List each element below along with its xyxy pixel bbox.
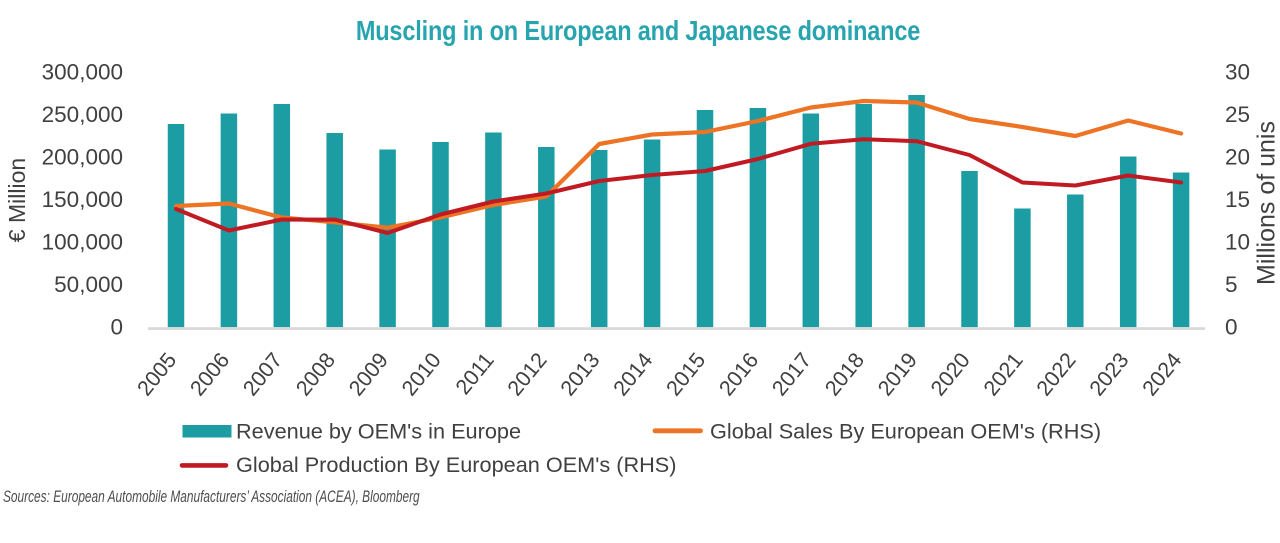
svg-text:25: 25: [1225, 102, 1250, 127]
svg-text:250,000: 250,000: [42, 102, 123, 127]
svg-text:10: 10: [1225, 230, 1250, 255]
svg-text:50,000: 50,000: [54, 272, 123, 297]
svg-text:Sources: European Automobile M: Sources: European Automobile Manufacture…: [3, 488, 420, 507]
svg-text:200,000: 200,000: [42, 145, 123, 170]
svg-text:0: 0: [1225, 315, 1238, 340]
svg-text:€ Million: € Million: [4, 158, 30, 242]
svg-text:300,000: 300,000: [42, 60, 123, 85]
svg-text:5: 5: [1225, 272, 1238, 297]
svg-text:150,000: 150,000: [42, 187, 123, 212]
svg-text:30: 30: [1225, 60, 1250, 85]
svg-text:0: 0: [110, 315, 123, 340]
svg-text:Millions of unis: Millions of unis: [1253, 121, 1280, 285]
svg-text:100,000: 100,000: [42, 230, 123, 255]
svg-text:Muscling in on European and Ja: Muscling in on European and Japanese dom…: [356, 16, 920, 46]
svg-text:15: 15: [1225, 187, 1250, 212]
svg-text:Revenue by OEM's in Europe: Revenue by OEM's in Europe: [236, 419, 521, 444]
svg-text:Global Sales By European OEM's: Global Sales By European OEM's (RHS): [710, 419, 1101, 444]
svg-text:20: 20: [1225, 145, 1250, 170]
svg-text:Global Production By European: Global Production By European OEM's (RHS…: [236, 452, 677, 477]
